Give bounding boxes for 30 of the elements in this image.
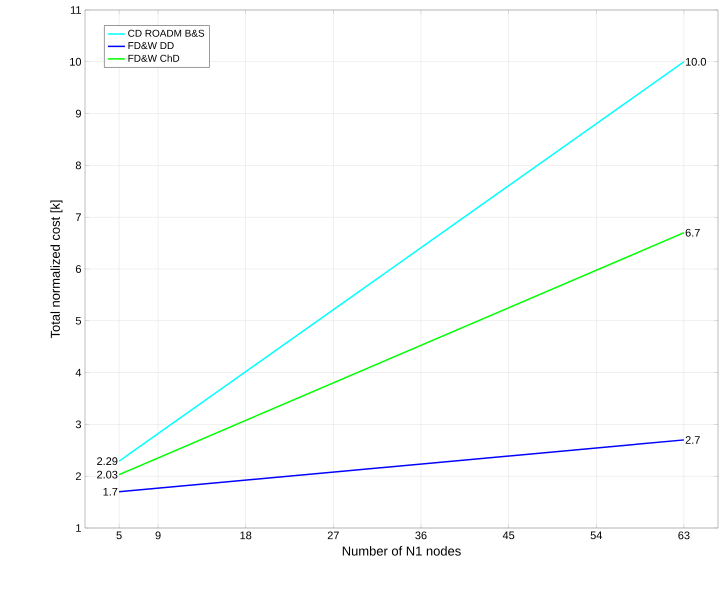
y-tick-label: 1: [76, 524, 81, 532]
x-tick-label: 63: [678, 532, 690, 540]
x-tick-label: 27: [328, 532, 339, 540]
legend-label: FD&W DD: [128, 42, 174, 50]
data-label: 10.0: [686, 58, 706, 66]
legend-label: CD ROADM B&S: [128, 30, 204, 37]
data-label: 6.7: [686, 228, 700, 237]
data-label: 2.29: [97, 457, 118, 466]
x-tick-label: 54: [590, 532, 602, 540]
y-tick-label: 5: [76, 316, 82, 325]
x-tick-label: 18: [240, 532, 252, 540]
data-label: 2.7: [686, 436, 700, 444]
y-tick-label: 9: [76, 110, 81, 118]
y-tick-label: 6: [76, 265, 81, 273]
y-tick-label: 11: [70, 6, 81, 14]
y-tick-label: 8: [76, 162, 81, 170]
y-tick-label: 2: [76, 472, 81, 480]
x-axis-title: Number of N1 nodes: [342, 546, 461, 556]
data-label: 1.7: [103, 488, 118, 496]
y-tick-label: 7: [76, 213, 81, 221]
y-tick-label: 10: [70, 58, 82, 66]
x-tick-label: 9: [156, 532, 161, 540]
data-label: 2.03: [97, 470, 118, 479]
y-tick-label: 3: [76, 420, 81, 428]
x-tick-label: 5: [116, 532, 122, 540]
y-axis-title: Total normalized cost [k]: [50, 200, 62, 338]
legend-label: FD&W ChD: [128, 54, 180, 62]
x-tick-label: 45: [502, 532, 514, 540]
y-tick-label: 4: [76, 368, 82, 376]
x-tick-label: 36: [415, 532, 427, 540]
